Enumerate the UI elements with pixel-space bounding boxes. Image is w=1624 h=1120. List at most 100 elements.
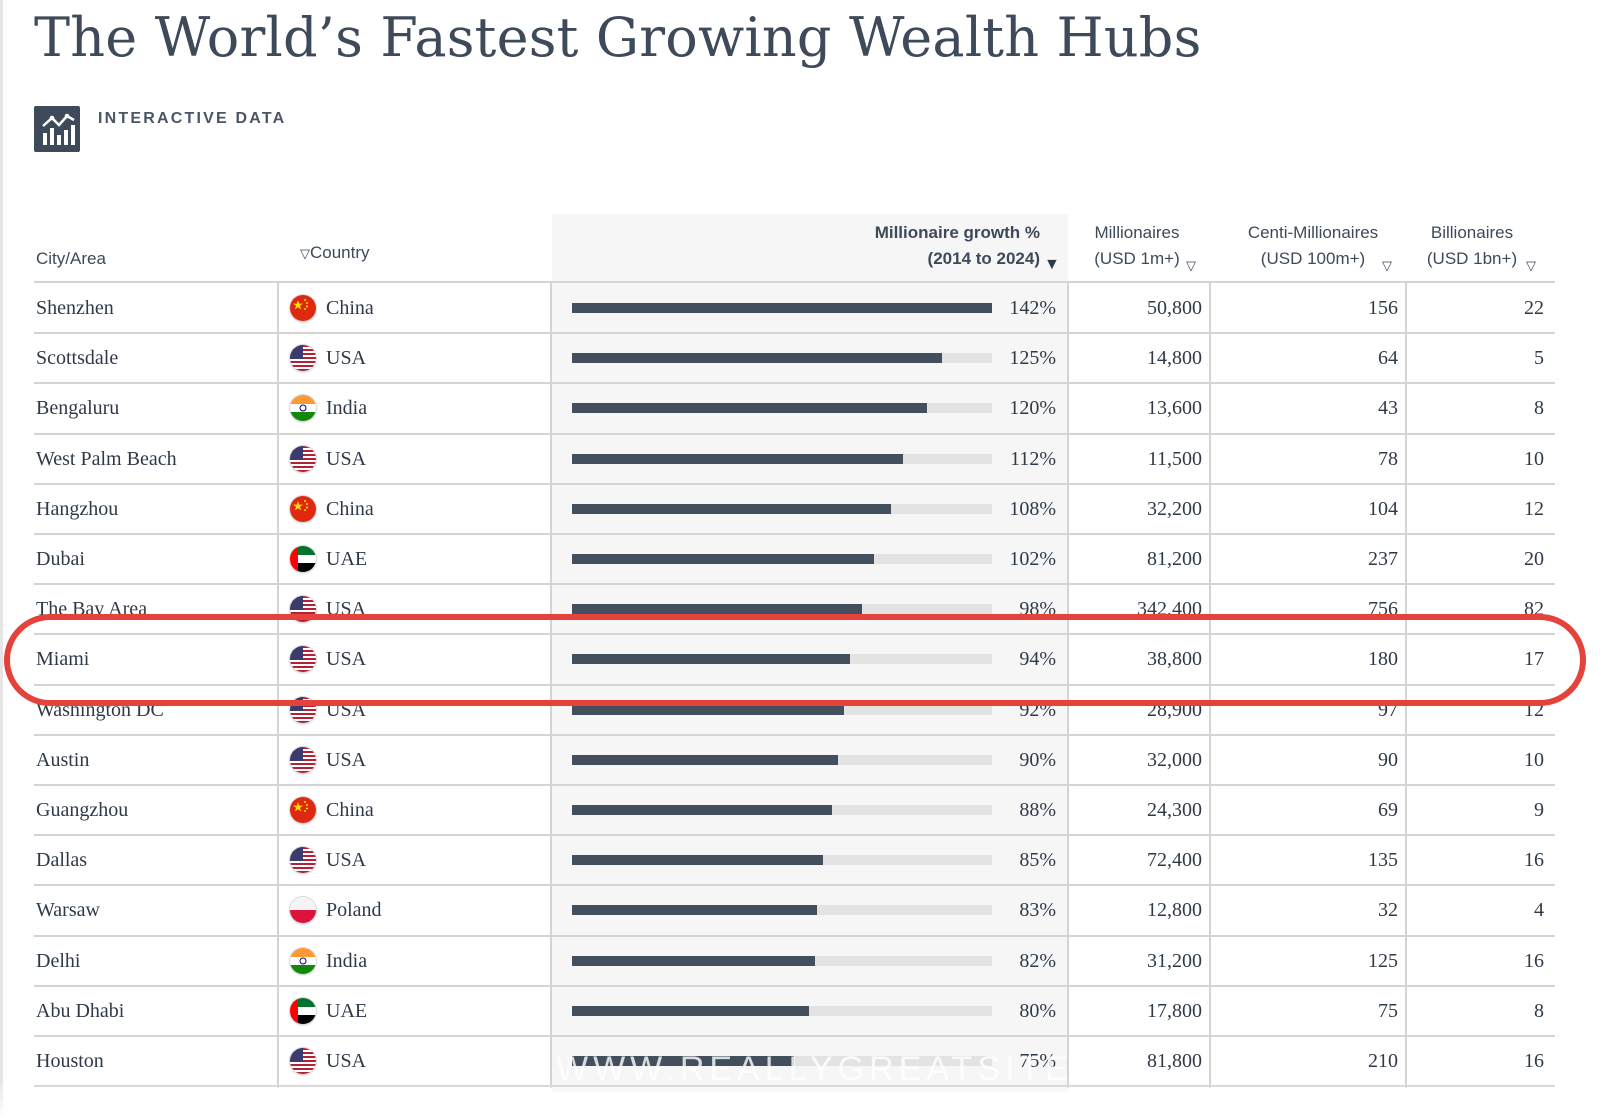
table-row[interactable]: West Palm Beach USA 112% 11,500 78 10 <box>0 434 1624 484</box>
millionaires-value: 17,800 <box>1147 1000 1202 1022</box>
growth-bar <box>572 454 903 464</box>
table-row[interactable]: Austin USA 90% 32,000 90 10 <box>0 735 1624 785</box>
table-row[interactable]: Guangzhou China 88% 24,300 69 9 <box>0 785 1624 835</box>
poland-flag-icon <box>290 897 316 923</box>
sort-descending-icon[interactable]: ▼ <box>1044 256 1060 273</box>
growth-bar-track <box>572 454 992 464</box>
usa-flag-icon <box>290 646 316 672</box>
country-name: India <box>326 950 368 972</box>
millionaires-value: 32,200 <box>1147 498 1202 520</box>
column-header-millionaires[interactable]: Millionaires (USD 1m+) <box>1094 223 1180 268</box>
sort-triangle-icon[interactable]: ▽ <box>300 246 310 261</box>
growth-bar-track <box>572 554 992 564</box>
column-header-growth[interactable]: Millionaire growth % (2014 to 2024) <box>874 223 1040 268</box>
row-divider <box>34 684 1555 686</box>
sort-triangle-icon[interactable]: ▽ <box>1382 258 1392 273</box>
billionaires-value: 10 <box>1524 749 1544 771</box>
table-row[interactable]: Hangzhou China 108% 32,200 104 12 <box>0 484 1624 534</box>
city-name: Dubai <box>36 548 85 570</box>
growth-bar <box>572 403 927 413</box>
table-row[interactable]: Delhi India 82% 31,200 125 16 <box>0 936 1624 986</box>
column-header-centi-millionaires[interactable]: Centi-Millionaires (USD 100m+) <box>1247 223 1379 268</box>
growth-bar-track <box>572 403 992 413</box>
centi-millionaires-value: 237 <box>1368 548 1398 570</box>
city-name: Shenzhen <box>36 297 114 319</box>
interactive-data-label: INTERACTIVE DATA <box>98 110 287 127</box>
growth-bar-track <box>572 755 992 765</box>
growth-bar <box>572 604 862 614</box>
column-header-country[interactable]: ▽Country <box>300 243 370 262</box>
city-name: Warsaw <box>36 899 100 921</box>
table-row[interactable]: Abu Dhabi UAE 80% 17,800 75 8 <box>0 986 1624 1036</box>
centi-millionaires-value: 43 <box>1378 397 1398 419</box>
centi-millionaires-value: 180 <box>1368 648 1398 670</box>
growth-bar-track <box>572 504 992 514</box>
table-row[interactable]: Miami USA 94% 38,800 180 17 <box>0 634 1624 684</box>
growth-percent: 88% <box>1019 799 1056 821</box>
column-header-city[interactable]: City/Area <box>36 249 106 268</box>
row-divider <box>34 935 1555 937</box>
city-name: Austin <box>36 749 90 771</box>
centi-millionaires-value: 104 <box>1368 498 1398 520</box>
growth-bar <box>572 654 850 664</box>
table-row[interactable]: Houston USA 75% 81,800 210 16 <box>0 1036 1624 1086</box>
growth-percent: 94% <box>1019 648 1056 670</box>
table-row[interactable]: Warsaw Poland 83% 12,800 32 4 <box>0 885 1624 935</box>
city-name: Delhi <box>36 950 81 972</box>
growth-percent: 75% <box>1019 1050 1056 1072</box>
row-divider <box>34 332 1555 334</box>
growth-bar-track <box>572 705 992 715</box>
country-name: USA <box>326 347 367 369</box>
growth-bar <box>572 504 891 514</box>
growth-bar <box>572 554 874 564</box>
growth-bar <box>572 805 832 815</box>
centi-millionaires-value: 75 <box>1378 1000 1398 1022</box>
growth-percent: 90% <box>1019 749 1056 771</box>
country-name: UAE <box>326 1000 368 1022</box>
city-name: Dallas <box>36 849 88 871</box>
centi-millionaires-value: 90 <box>1378 749 1398 771</box>
row-divider <box>34 433 1555 435</box>
chart-icon[interactable] <box>34 106 80 152</box>
table-row[interactable]: Dubai UAE 102% 81,200 237 20 <box>0 534 1624 584</box>
growth-bar-track <box>572 654 992 664</box>
india-flag-icon <box>290 395 316 421</box>
millionaires-value: 12,800 <box>1147 899 1202 921</box>
table-row[interactable]: Scottsdale USA 125% 14,800 64 5 <box>0 333 1624 383</box>
growth-percent: 142% <box>1009 297 1056 319</box>
growth-bar <box>572 905 817 915</box>
growth-bar <box>572 755 838 765</box>
centi-millionaires-value: 69 <box>1378 799 1398 821</box>
page-left-rule <box>0 0 3 1120</box>
sort-triangle-icon[interactable]: ▽ <box>1186 258 1196 273</box>
country-name: USA <box>326 448 367 470</box>
row-divider <box>34 1035 1555 1037</box>
growth-bar <box>572 1006 809 1016</box>
table-row[interactable]: Shenzhen China 142% 50,800 156 22 <box>0 283 1624 333</box>
growth-bar <box>572 956 815 966</box>
india-flag-icon <box>290 948 316 974</box>
growth-percent: 82% <box>1019 950 1056 972</box>
country-name: China <box>326 297 374 319</box>
millionaires-value: 72,400 <box>1147 849 1202 871</box>
growth-percent: 85% <box>1019 849 1056 871</box>
centi-millionaires-value: 135 <box>1368 849 1398 871</box>
country-name: USA <box>326 1050 367 1072</box>
table-row[interactable]: Bengaluru India 120% 13,600 43 8 <box>0 383 1624 433</box>
row-divider <box>34 834 1555 836</box>
growth-bar-track <box>572 855 992 865</box>
centi-millionaires-value: 64 <box>1378 347 1398 369</box>
millionaires-value: 32,000 <box>1147 749 1202 771</box>
millionaires-value: 31,200 <box>1147 950 1202 972</box>
growth-bar-track <box>572 905 992 915</box>
sort-triangle-icon[interactable]: ▽ <box>1526 258 1536 273</box>
growth-bar <box>572 303 992 313</box>
centi-millionaires-value: 210 <box>1368 1050 1398 1072</box>
city-name: Scottsdale <box>36 347 119 369</box>
billionaires-value: 8 <box>1534 397 1544 419</box>
centi-millionaires-value: 156 <box>1368 297 1398 319</box>
billionaires-value: 8 <box>1534 1000 1544 1022</box>
column-header-billionaires[interactable]: Billionaires (USD 1bn+) <box>1426 223 1518 268</box>
row-divider <box>34 483 1555 485</box>
table-row[interactable]: Dallas USA 85% 72,400 135 16 <box>0 835 1624 885</box>
